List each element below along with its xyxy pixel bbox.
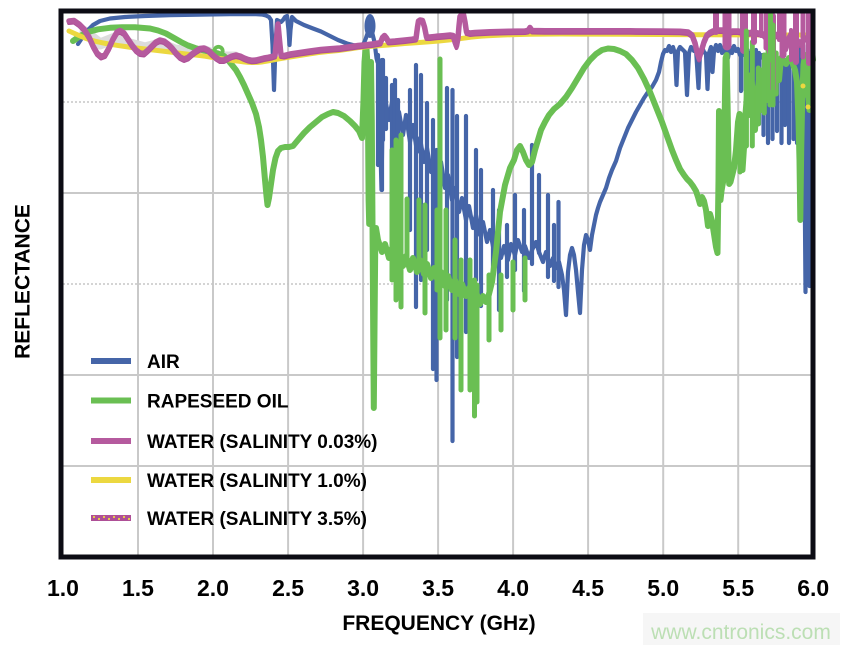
svg-text:2.0: 2.0 bbox=[197, 575, 229, 601]
svg-text:1.0: 1.0 bbox=[47, 575, 79, 601]
svg-text:4.5: 4.5 bbox=[572, 575, 604, 601]
svg-text:AIR: AIR bbox=[147, 352, 180, 373]
svg-text:3.5: 3.5 bbox=[422, 575, 454, 601]
svg-text:WATER (SALINITY 1.0%): WATER (SALINITY 1.0%) bbox=[147, 471, 367, 492]
svg-text:3.0: 3.0 bbox=[347, 575, 379, 601]
svg-text:6.0: 6.0 bbox=[797, 575, 829, 601]
svg-text:1.5: 1.5 bbox=[122, 575, 154, 601]
svg-text:FREQUENCY (GHz): FREQUENCY (GHz) bbox=[342, 612, 535, 635]
svg-text:WATER (SALINITY 3.5%): WATER (SALINITY 3.5%) bbox=[147, 509, 367, 530]
svg-text:RAPESEED OIL: RAPESEED OIL bbox=[147, 392, 289, 413]
svg-text:www.cntronics.com: www.cntronics.com bbox=[650, 621, 831, 644]
svg-text:5.5: 5.5 bbox=[722, 575, 754, 601]
svg-text:2.5: 2.5 bbox=[272, 575, 304, 601]
svg-text:5.0: 5.0 bbox=[647, 575, 679, 601]
svg-text:WATER (SALINITY 0.03%): WATER (SALINITY 0.03%) bbox=[147, 432, 378, 453]
svg-text:REFLECTANCE: REFLECTANCE bbox=[12, 204, 35, 359]
svg-text:4.0: 4.0 bbox=[497, 575, 529, 601]
